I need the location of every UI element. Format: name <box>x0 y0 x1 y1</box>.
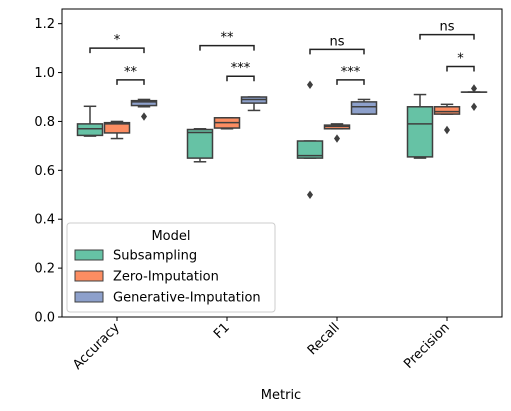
box-iqr <box>130 99 158 107</box>
significance-label: ns <box>439 20 454 35</box>
box-generative-imputation-accuracy <box>130 98 158 121</box>
box-iqr <box>76 123 104 137</box>
box-iqr <box>186 128 214 159</box>
y-tick-label: 0.0 <box>34 311 55 326</box>
box-zero-imputation-accuracy <box>103 120 131 140</box>
significance-bracket <box>116 79 145 85</box>
x-tick-label: F1 <box>211 320 233 342</box>
box-subsampling-precision <box>406 93 434 159</box>
significance-bracket <box>226 75 255 82</box>
y-tick-label: 1.0 <box>34 66 55 81</box>
legend-box <box>66 222 276 313</box>
box-zero-imputation-f1 <box>213 117 241 130</box>
box-iqr <box>406 106 434 158</box>
box-iqr <box>433 106 461 115</box>
legend-swatch <box>74 270 104 282</box>
significance-label: *** <box>341 65 361 80</box>
outlier-point <box>306 80 314 89</box>
box-iqr <box>296 140 324 159</box>
y-tick-label: 0.8 <box>34 115 55 130</box>
significance-annotations: ********ns***ns* <box>89 20 475 85</box>
y-tick-label: 0.4 <box>34 213 55 228</box>
box-generative-imputation-recall <box>350 98 378 115</box>
box-generative-imputation-precision <box>460 84 488 111</box>
outlier-point <box>333 134 341 143</box>
legend-label: Subsampling <box>113 249 197 264</box>
significance-bracket <box>419 33 475 40</box>
box-iqr <box>350 101 378 115</box>
legend-label: Generative-Imputation <box>113 291 261 306</box>
significance-bracket <box>89 47 145 54</box>
box-zero-imputation-recall <box>323 123 351 143</box>
outlier-point <box>470 84 478 93</box>
box-zero-imputation-precision <box>433 103 461 135</box>
outlier-point <box>470 102 478 111</box>
legend-swatch <box>74 291 104 303</box>
y-axis: 0.0 0.2 0.4 0.6 0.8 1.0 1.2 <box>34 17 62 326</box>
significance-bracket <box>446 65 475 72</box>
legend-label: Zero-Imputation <box>113 270 219 285</box>
box-iqr <box>103 121 131 134</box>
legend-swatch <box>74 249 104 261</box>
plot-frame <box>61 8 503 318</box>
outlier-point <box>140 112 148 121</box>
significance-bracket <box>309 48 365 55</box>
legend: Model Subsampling Zero-Imputation Generativ… <box>66 222 276 313</box>
x-axis: Accuracy F1 Recall Precision <box>70 317 453 373</box>
y-tick-label: 0.2 <box>34 262 55 277</box>
y-tick-label: 1.2 <box>34 17 55 32</box>
significance-label: * <box>114 33 121 48</box>
significance-bracket <box>336 79 365 85</box>
x-tick-label: Precision <box>401 320 453 372</box>
legend-title: Model <box>151 229 190 244</box>
outlier-point <box>443 125 451 135</box>
significance-bracket <box>199 44 255 51</box>
x-tick-label: Recall <box>305 320 343 358</box>
significance-label: ** <box>124 65 138 80</box>
box-subsampling-accuracy <box>76 105 104 137</box>
x-tick-label: Accuracy <box>70 320 123 373</box>
x-axis-label: Metric <box>261 388 301 403</box>
box-subsampling-f1 <box>186 128 214 163</box>
significance-label: * <box>457 51 464 66</box>
box-subsampling-recall <box>296 80 324 199</box>
outlier-point <box>306 190 314 199</box>
significance-label: ** <box>221 31 235 46</box>
significance-label: *** <box>231 61 251 76</box>
box-generative-imputation-f1 <box>240 96 268 112</box>
boxes-layer <box>76 80 488 199</box>
y-tick-label: 0.6 <box>34 164 55 179</box>
significance-label: ns <box>329 34 344 49</box>
